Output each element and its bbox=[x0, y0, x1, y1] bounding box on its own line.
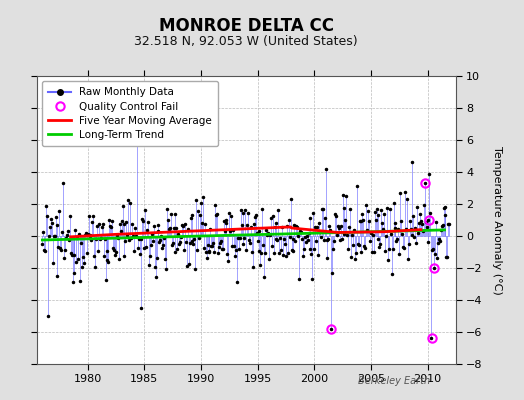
Text: MONROE DELTA CC: MONROE DELTA CC bbox=[159, 17, 334, 35]
Legend: Raw Monthly Data, Quality Control Fail, Five Year Moving Average, Long-Term Tren: Raw Monthly Data, Quality Control Fail, … bbox=[42, 81, 219, 146]
Y-axis label: Temperature Anomaly (°C): Temperature Anomaly (°C) bbox=[492, 146, 502, 294]
Text: Berkeley Earth: Berkeley Earth bbox=[357, 376, 430, 386]
Text: 32.518 N, 92.053 W (United States): 32.518 N, 92.053 W (United States) bbox=[135, 36, 358, 48]
